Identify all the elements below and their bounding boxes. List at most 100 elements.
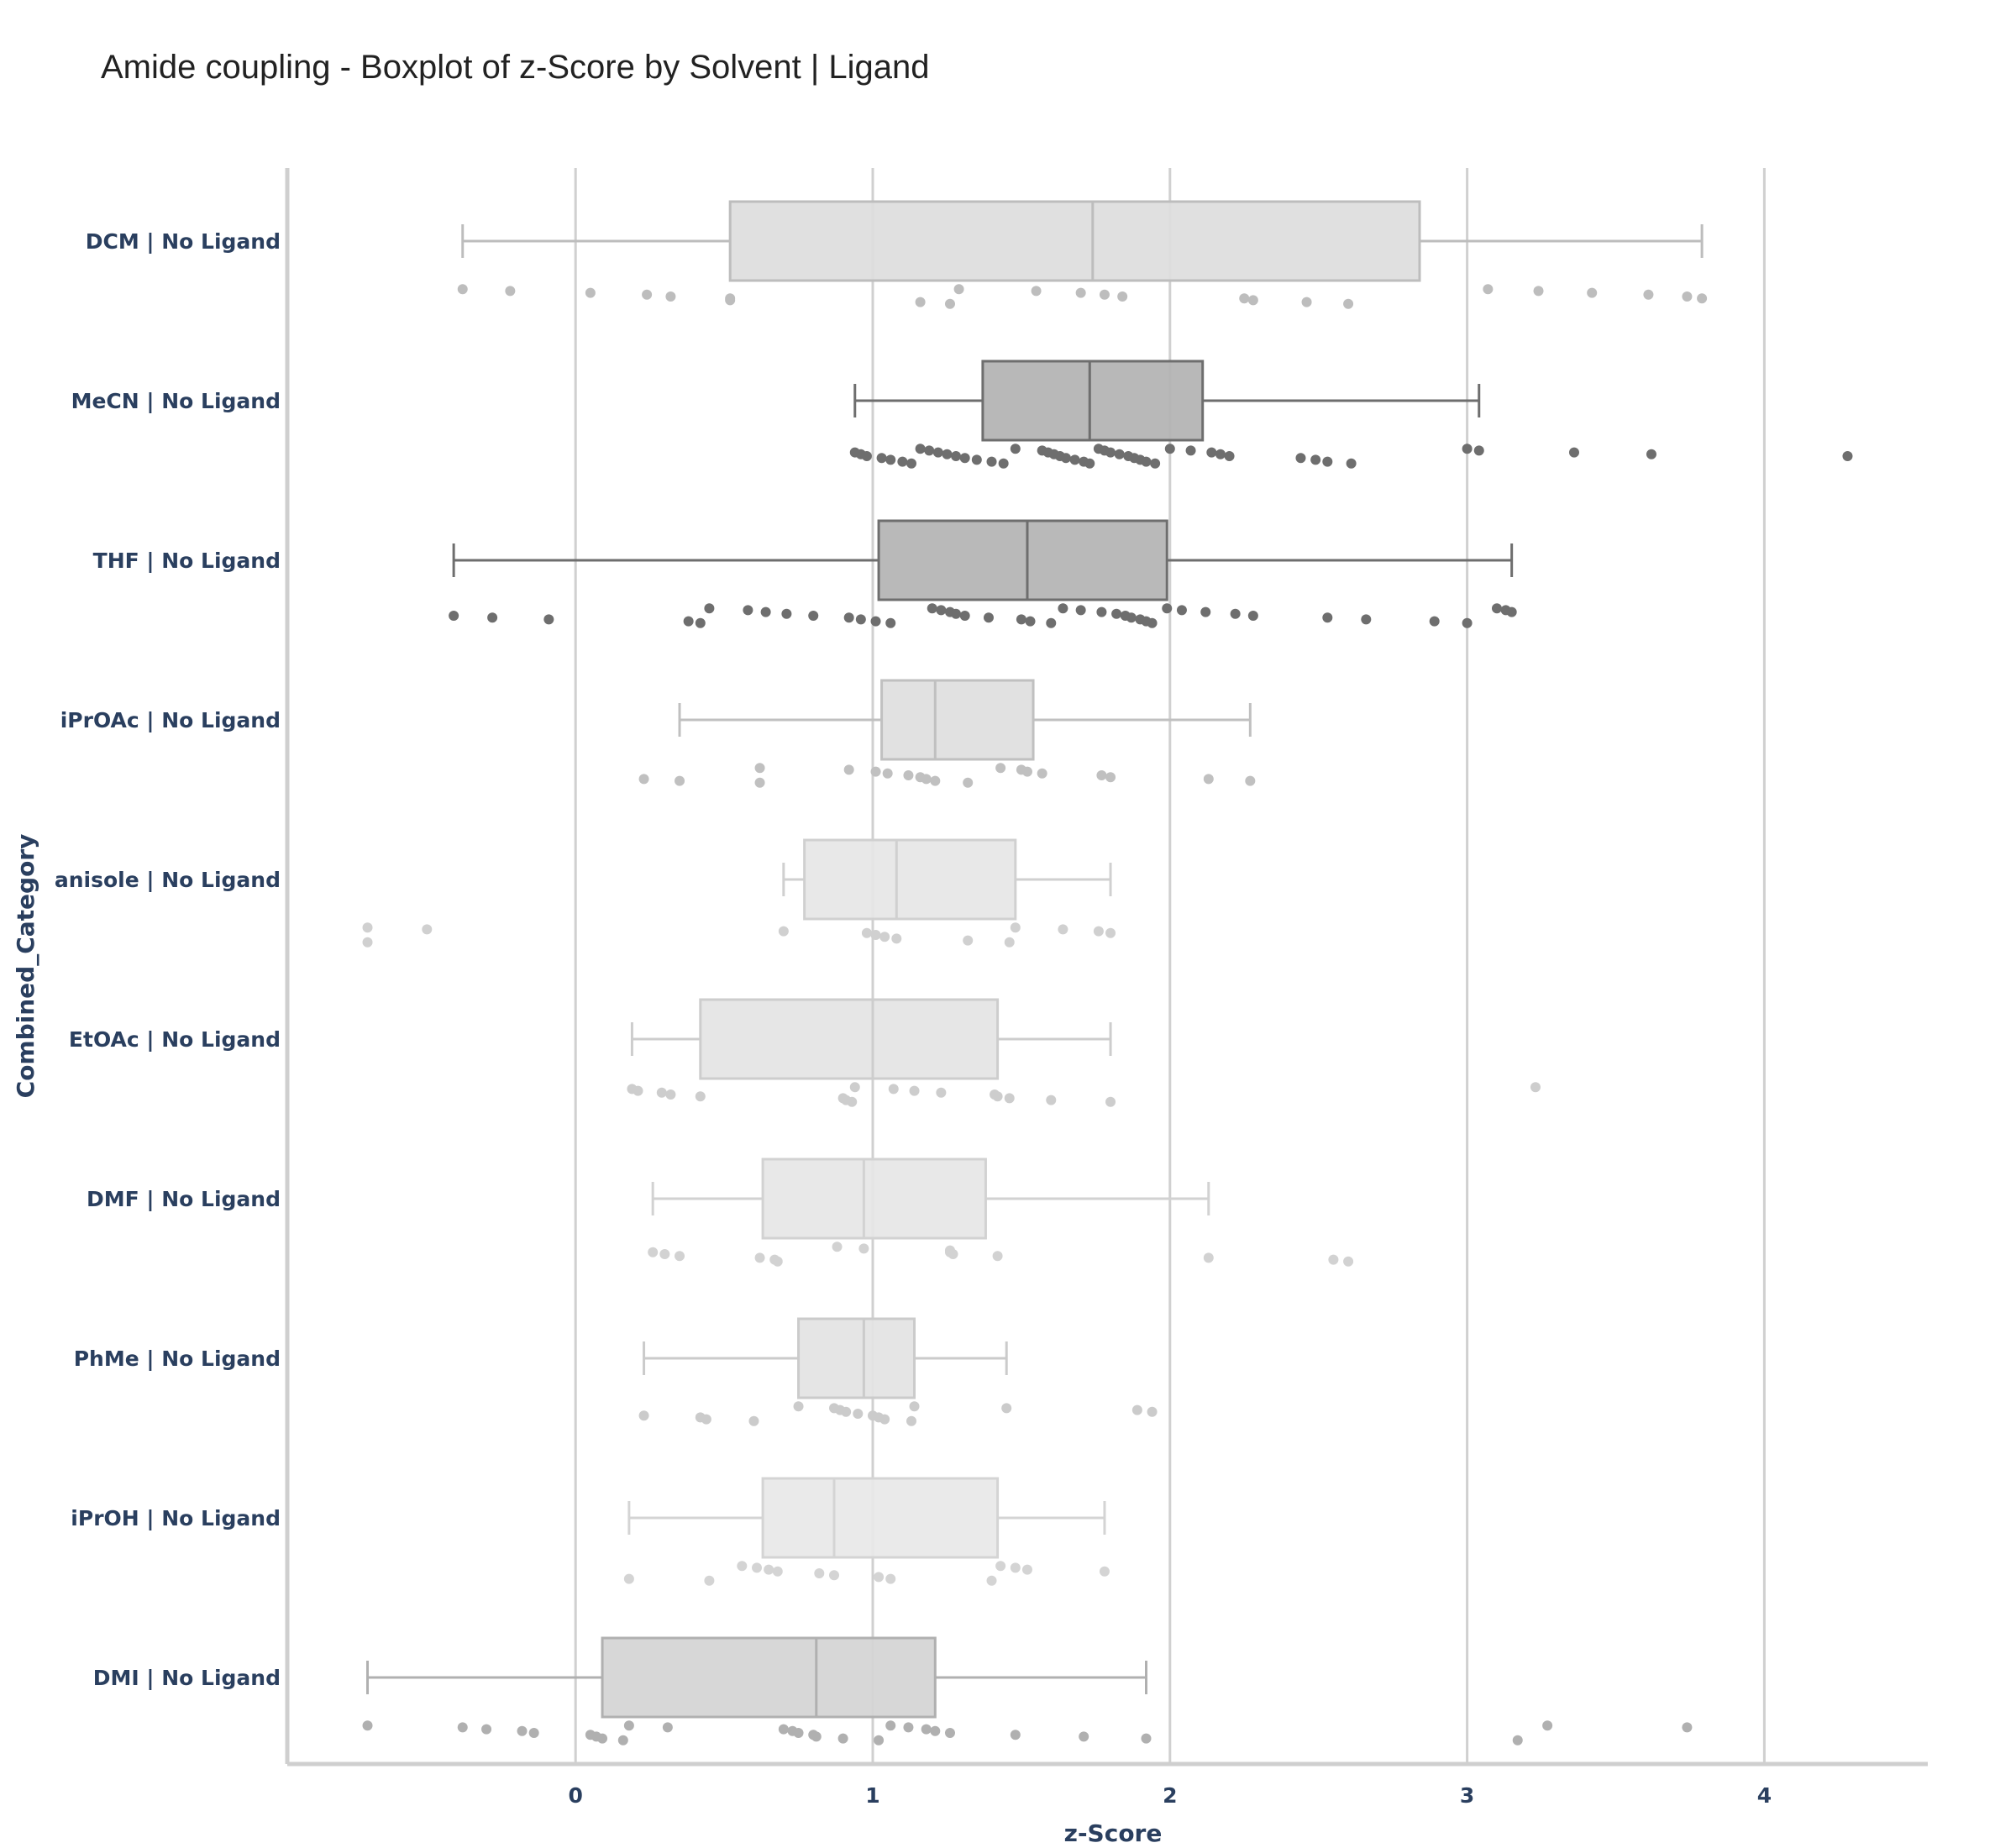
box-anisole: [362, 838, 1116, 948]
data-point: [1111, 608, 1122, 619]
data-point: [662, 1722, 673, 1733]
chart-title: Amide coupling - Boxplot of z-Score by S…: [101, 49, 930, 86]
data-point: [1105, 927, 1116, 938]
data-point: [885, 617, 896, 628]
y-tick-label: anisole | No Ligand: [55, 868, 281, 892]
x-tick-label: 0: [568, 1783, 582, 1808]
data-point: [1126, 612, 1137, 623]
data-point: [638, 774, 649, 785]
y-tick-label: DCM | No Ligand: [86, 229, 281, 254]
data-point: [1247, 611, 1258, 621]
data-point: [944, 298, 955, 309]
data-point: [656, 1087, 667, 1098]
data-point: [936, 1087, 947, 1098]
data-point: [963, 777, 974, 788]
data-point: [944, 1728, 955, 1738]
data-point: [1462, 617, 1473, 628]
data-point: [1096, 606, 1107, 617]
data-point: [1322, 612, 1333, 623]
data-point: [1114, 449, 1125, 459]
data-point: [829, 1570, 839, 1581]
iqr-box: [761, 1158, 987, 1240]
data-point: [422, 924, 433, 935]
data-point: [903, 770, 914, 780]
data-point: [642, 289, 653, 300]
data-point: [1141, 1733, 1152, 1744]
data-point: [870, 766, 881, 777]
data-point: [879, 932, 890, 942]
box-etoac: [627, 998, 1541, 1107]
data-point: [1147, 1406, 1158, 1417]
data-point: [814, 1568, 825, 1578]
data-point: [1462, 444, 1473, 454]
data-point: [959, 611, 970, 621]
data-point: [942, 449, 953, 459]
data-point: [623, 1573, 634, 1584]
data-point: [1117, 291, 1128, 302]
data-point: [936, 605, 947, 616]
data-point: [781, 608, 792, 619]
data-point: [748, 1415, 759, 1426]
data-point: [760, 606, 771, 617]
data-point: [1542, 1720, 1553, 1731]
data-point: [885, 1720, 896, 1731]
data-point: [1141, 456, 1152, 467]
data-point: [847, 1096, 858, 1107]
data-point: [778, 1724, 789, 1735]
data-point: [457, 1722, 468, 1733]
data-point: [915, 444, 926, 454]
data-point: [1239, 293, 1250, 304]
data-point: [449, 611, 459, 621]
data-point: [924, 445, 935, 456]
data-point: [995, 1561, 1006, 1572]
data-point: [764, 1564, 774, 1575]
data-point: [843, 612, 854, 623]
data-point: [683, 616, 694, 627]
data-point: [648, 1247, 659, 1257]
data-point: [1682, 1722, 1693, 1733]
data-point: [793, 1401, 804, 1412]
data-point: [1203, 1252, 1214, 1263]
data-point: [1587, 287, 1598, 298]
data-point: [971, 454, 982, 465]
data-point: [921, 774, 932, 785]
data-point: [930, 775, 941, 786]
data-point: [906, 1415, 916, 1426]
data-point: [1105, 447, 1116, 458]
data-point: [951, 608, 962, 619]
data-point: [362, 922, 373, 933]
data-point: [1093, 926, 1104, 937]
data-point: [1646, 449, 1656, 459]
x-tick-label: 2: [1163, 1783, 1177, 1808]
data-point: [998, 458, 1009, 469]
data-point: [853, 1409, 864, 1419]
data-point: [517, 1725, 528, 1736]
y-tick-label: iPrOAc | No Ligand: [60, 708, 281, 732]
data-point: [362, 1720, 373, 1731]
data-point: [638, 1410, 649, 1421]
data-point: [617, 1735, 628, 1746]
box-thf: [449, 519, 1517, 628]
data-point: [633, 1085, 643, 1096]
axes: [285, 168, 1928, 1767]
data-point: [858, 1243, 869, 1254]
data-point: [737, 1561, 748, 1572]
data-point: [906, 458, 916, 469]
data-point: [927, 603, 937, 614]
data-point: [1343, 1256, 1354, 1267]
y-tick-label: EtOAc | No Ligand: [69, 1027, 281, 1052]
x-tick-label: 1: [865, 1783, 879, 1808]
data-point: [1530, 1082, 1541, 1093]
data-point: [1025, 616, 1036, 627]
data-point: [1010, 444, 1021, 454]
box-phme: [638, 1317, 1158, 1426]
box-iproac: [638, 679, 1256, 788]
data-point: [1075, 605, 1086, 616]
data-point: [1046, 617, 1057, 628]
iqr-box: [981, 360, 1205, 442]
data-point: [457, 284, 468, 295]
data-point: [1096, 770, 1107, 780]
data-point: [841, 1406, 852, 1417]
data-point: [932, 447, 943, 458]
